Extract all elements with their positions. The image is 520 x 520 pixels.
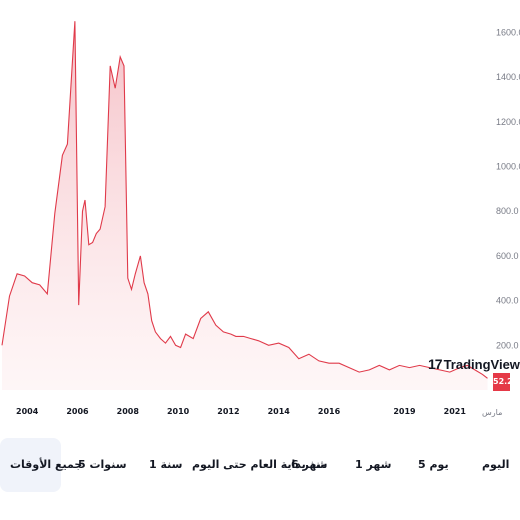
price-line [1,21,488,379]
axis-time-label: مارس [482,408,503,417]
range-6m-button[interactable]: 6 شهر [291,458,328,471]
range-1y-button[interactable]: 1 سنة [149,458,183,471]
y-axis: 200.0 400.0 600.0 800.0 1000.0 1200.0 1400.0 16… [496,27,520,350]
range-1m-button[interactable]: 1 شهر [355,458,392,471]
x-tick-label: 2019 [393,407,416,416]
y-tick-label: 1000.0 [496,161,520,171]
brand-name: TradingView [443,357,520,372]
tradingview-mark-icon: 17 [428,356,443,372]
price-chart[interactable]: 200.0 400.0 600.0 800.0 1000.0 1200.0 1400.0 16… [0,0,520,425]
range-5y-button[interactable]: 5 سنوات [78,458,127,471]
y-tick-label: 400.0 [496,296,519,306]
last-price-badge: 52.2 [493,373,513,391]
x-tick-label: 2021 [444,407,467,416]
x-tick-label: 2014 [268,407,291,416]
range-5d-button[interactable]: 5 يوم [418,458,449,471]
price-area [2,21,488,390]
y-tick-label: 200.0 [496,340,519,350]
time-range-bar: اليوم 5 يوم 1 شهر 6 شهر منذ بداية العام … [0,436,520,498]
x-tick-label: 2016 [318,407,341,416]
y-tick-label: 800.0 [496,206,519,216]
y-tick-label: 600.0 [496,251,519,261]
x-tick-label: 2010 [167,407,190,416]
x-tick-label: 2006 [66,407,89,416]
x-axis: 2004 2006 2008 2010 2012 2014 2016 2019 2021 [16,407,466,416]
x-tick-label: 2012 [217,407,239,416]
y-tick-label: 1200.0 [496,117,520,127]
x-tick-label: 2008 [117,407,140,416]
y-tick-label: 1400.0 [496,72,520,82]
range-all-button[interactable]: جميع الأوقات [0,438,82,492]
x-tick-label: 2004 [16,407,39,416]
range-day-button[interactable]: اليوم [482,458,510,471]
y-tick-label: 1600.0 [496,27,520,37]
tradingview-logo: 17 TradingView [428,356,520,372]
range-ytd-button[interactable]: منذ بداية العام حتى اليوم [192,458,328,471]
